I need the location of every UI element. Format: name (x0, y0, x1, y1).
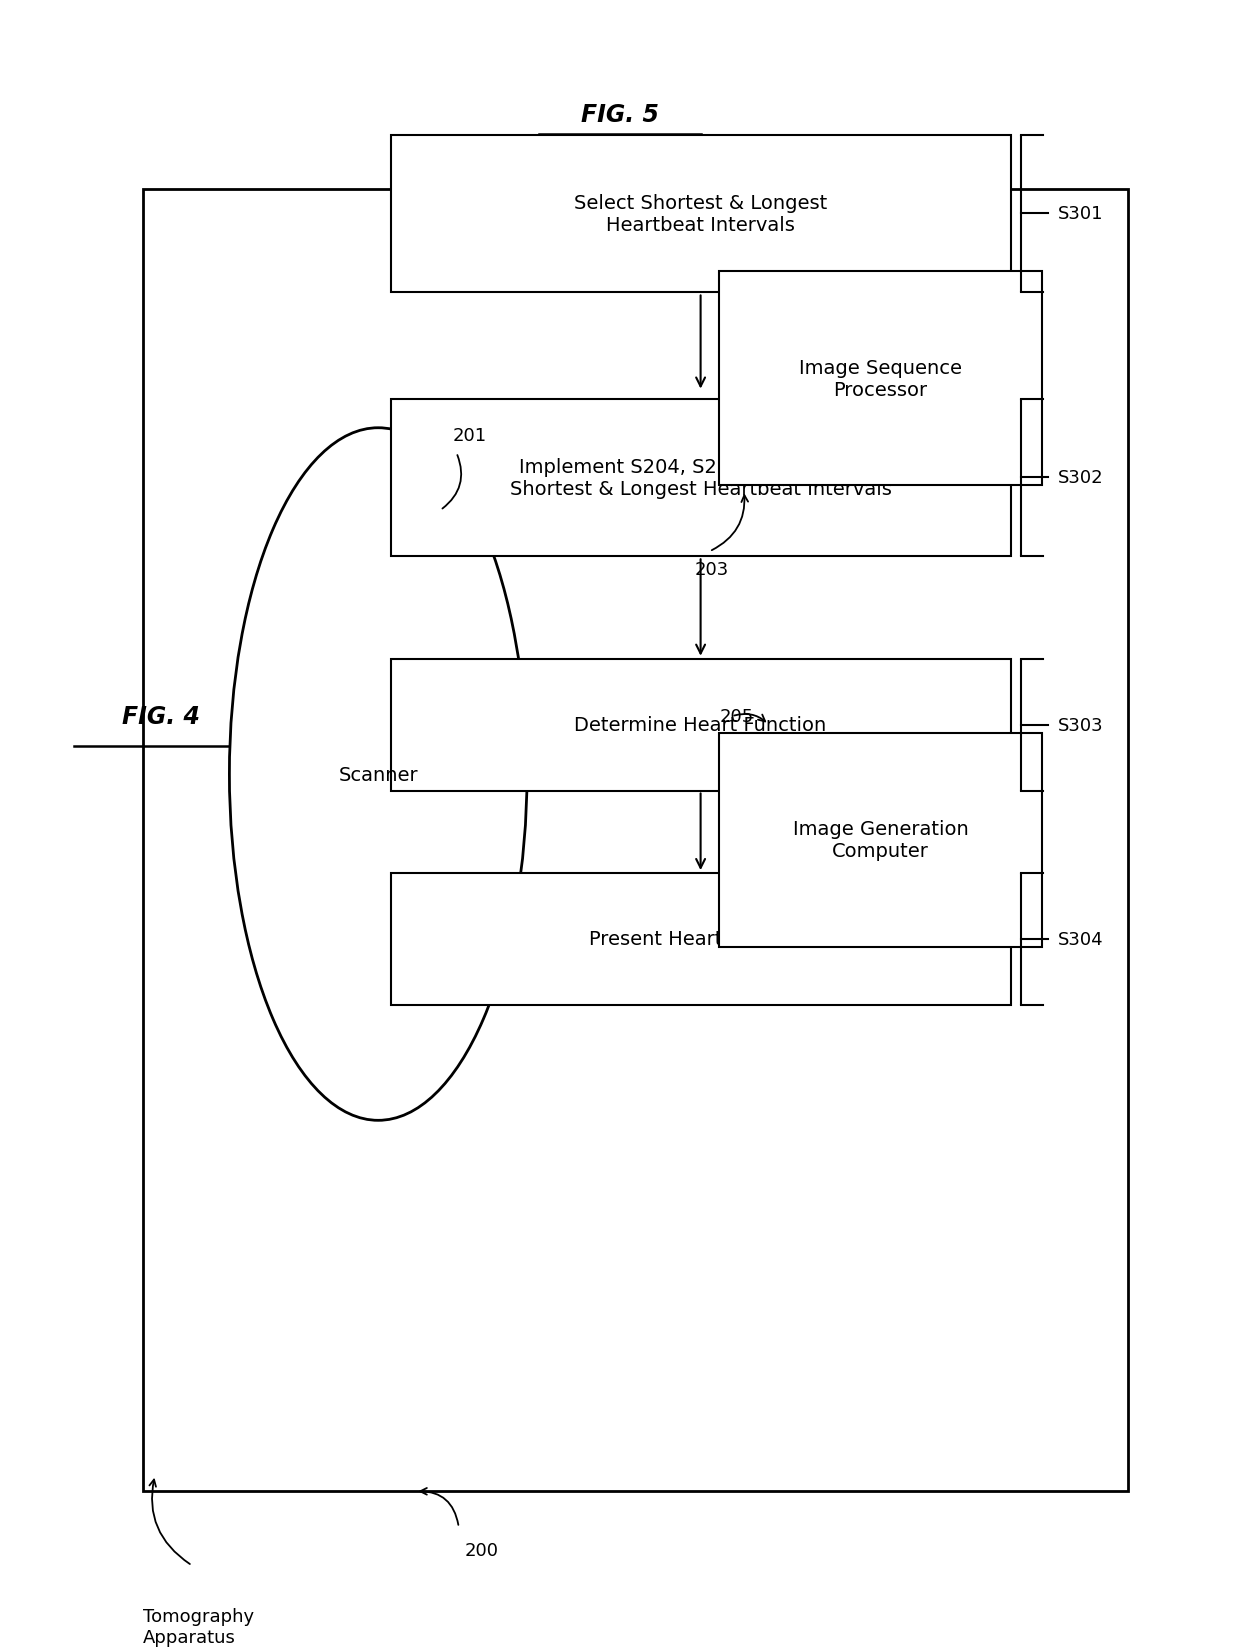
Bar (391, 137, 1011, 293)
Text: S301: S301 (1058, 206, 1104, 222)
Text: FIG. 4: FIG. 4 (123, 705, 200, 728)
Text: S303: S303 (1058, 717, 1104, 733)
Text: Implement S204, S205, S206 For The
Shortest & Longest Heartbeat Intervals: Implement S204, S205, S206 For The Short… (510, 458, 892, 498)
Text: Scanner: Scanner (339, 765, 418, 784)
Text: Select Shortest & Longest
Heartbeat Intervals: Select Shortest & Longest Heartbeat Inte… (574, 194, 827, 234)
Bar (391, 873, 1011, 1005)
Text: S302: S302 (1058, 470, 1104, 486)
Text: 200: 200 (465, 1541, 498, 1559)
Bar (391, 399, 1011, 555)
Bar (719, 733, 1042, 948)
Text: 205: 205 (719, 707, 754, 725)
Bar (719, 272, 1042, 486)
Text: Image Sequence
Processor: Image Sequence Processor (799, 359, 962, 399)
Bar (143, 190, 1128, 1491)
Text: FIG. 5: FIG. 5 (582, 104, 658, 127)
Text: 201: 201 (453, 427, 487, 445)
Text: Image Generation
Computer: Image Generation Computer (792, 821, 968, 860)
Text: S304: S304 (1058, 931, 1104, 948)
Text: 203: 203 (694, 560, 729, 578)
Bar (391, 659, 1011, 791)
Text: Determine Heart Function: Determine Heart Function (574, 715, 827, 735)
Text: Tomography
Apparatus: Tomography Apparatus (143, 1607, 254, 1646)
Ellipse shape (229, 428, 527, 1121)
Text: Present Heart Function: Present Heart Function (589, 929, 812, 949)
